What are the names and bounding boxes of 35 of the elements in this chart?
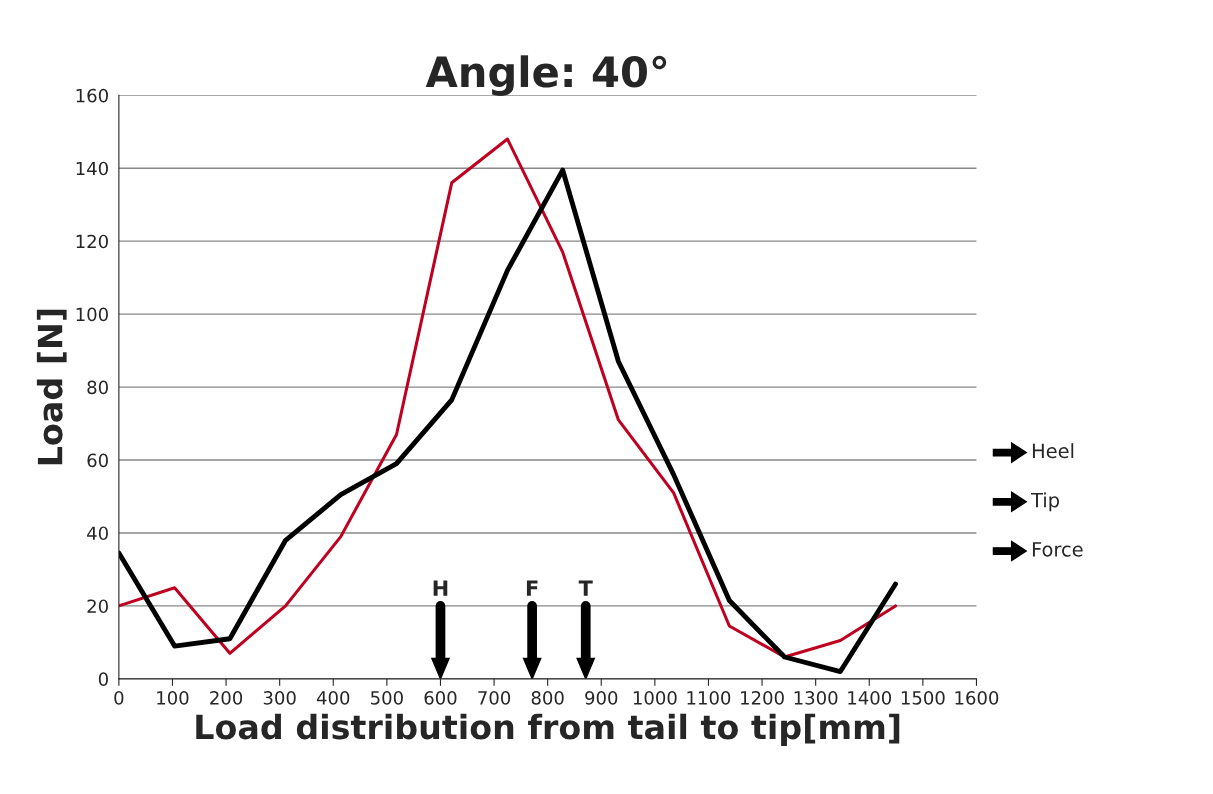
x-tick-label: 200 (210, 690, 243, 705)
text: Heel (1032, 443, 1074, 459)
text: Force (1032, 542, 1083, 557)
y-tick-label: 140 (76, 161, 108, 176)
x-tick-label: 600 (424, 690, 457, 705)
x-tick-label: 400 (316, 690, 350, 705)
x-tick-label: 1300 (794, 690, 838, 705)
x-tick-label: 500 (371, 690, 403, 705)
y-tick-label: 120 (76, 234, 108, 249)
x-tick-label: 1400 (848, 690, 892, 705)
x-tick-label: 800 (531, 690, 564, 705)
ref-line-label: H (433, 580, 448, 596)
x-tick-label: 1200 (741, 690, 784, 705)
y-tick-label: 160 (76, 88, 108, 103)
x-tick-label: 1100 (687, 690, 731, 705)
text: Tip (1030, 492, 1059, 512)
ref-line-label: T (578, 580, 593, 596)
chart-title: Angle: 40° (425, 55, 667, 96)
x-tick-label: 300 (263, 690, 296, 705)
y-axis-title: Load [N] (36, 309, 67, 465)
x-tick-label: 0 (114, 690, 124, 705)
y-tick-label: 20 (87, 599, 108, 614)
y-tick-label: 100 (76, 307, 108, 322)
x-tick-label: 1600 (955, 690, 999, 705)
x-tick-label: 1000 (633, 690, 677, 705)
y-tick-label: 60 (87, 453, 108, 468)
x-tick-label: 100 (157, 690, 189, 705)
x-axis-title: Load distribution from tail to tip[mm] (196, 713, 900, 746)
y-tick-label: 80 (87, 380, 108, 395)
y-tick-label: 40 (87, 526, 108, 541)
x-tick-label: 900 (585, 690, 618, 705)
y-tick-label: 0 (98, 672, 108, 686)
ref-line-label: F (526, 580, 538, 596)
x-tick-label: 1500 (901, 690, 945, 705)
x-tick-label: 700 (478, 690, 511, 705)
